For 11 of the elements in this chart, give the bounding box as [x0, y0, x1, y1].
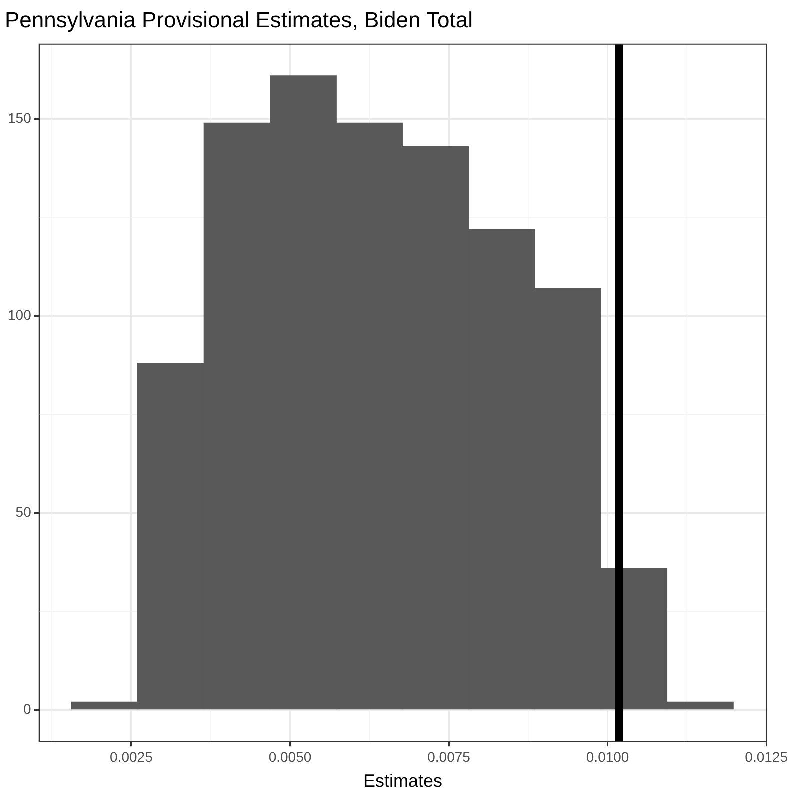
y-tick-label: 50 — [16, 504, 32, 520]
x-axis-title: Estimates — [363, 771, 442, 792]
x-tick-label: 0.0025 — [110, 748, 154, 765]
x-tick-label: 0.0125 — [745, 748, 788, 765]
chart-title: Pennsylvania Provisional Estimates, Biden Total — [5, 7, 473, 32]
y-tick-label: 0 — [24, 700, 32, 717]
x-tick-label: 0.0050 — [268, 748, 312, 765]
y-tick-label: 150 — [8, 110, 32, 126]
x-tick-label: 0.0075 — [428, 748, 471, 765]
x-tick-label: 0.0100 — [586, 748, 630, 765]
y-tick-label: 100 — [8, 307, 32, 324]
